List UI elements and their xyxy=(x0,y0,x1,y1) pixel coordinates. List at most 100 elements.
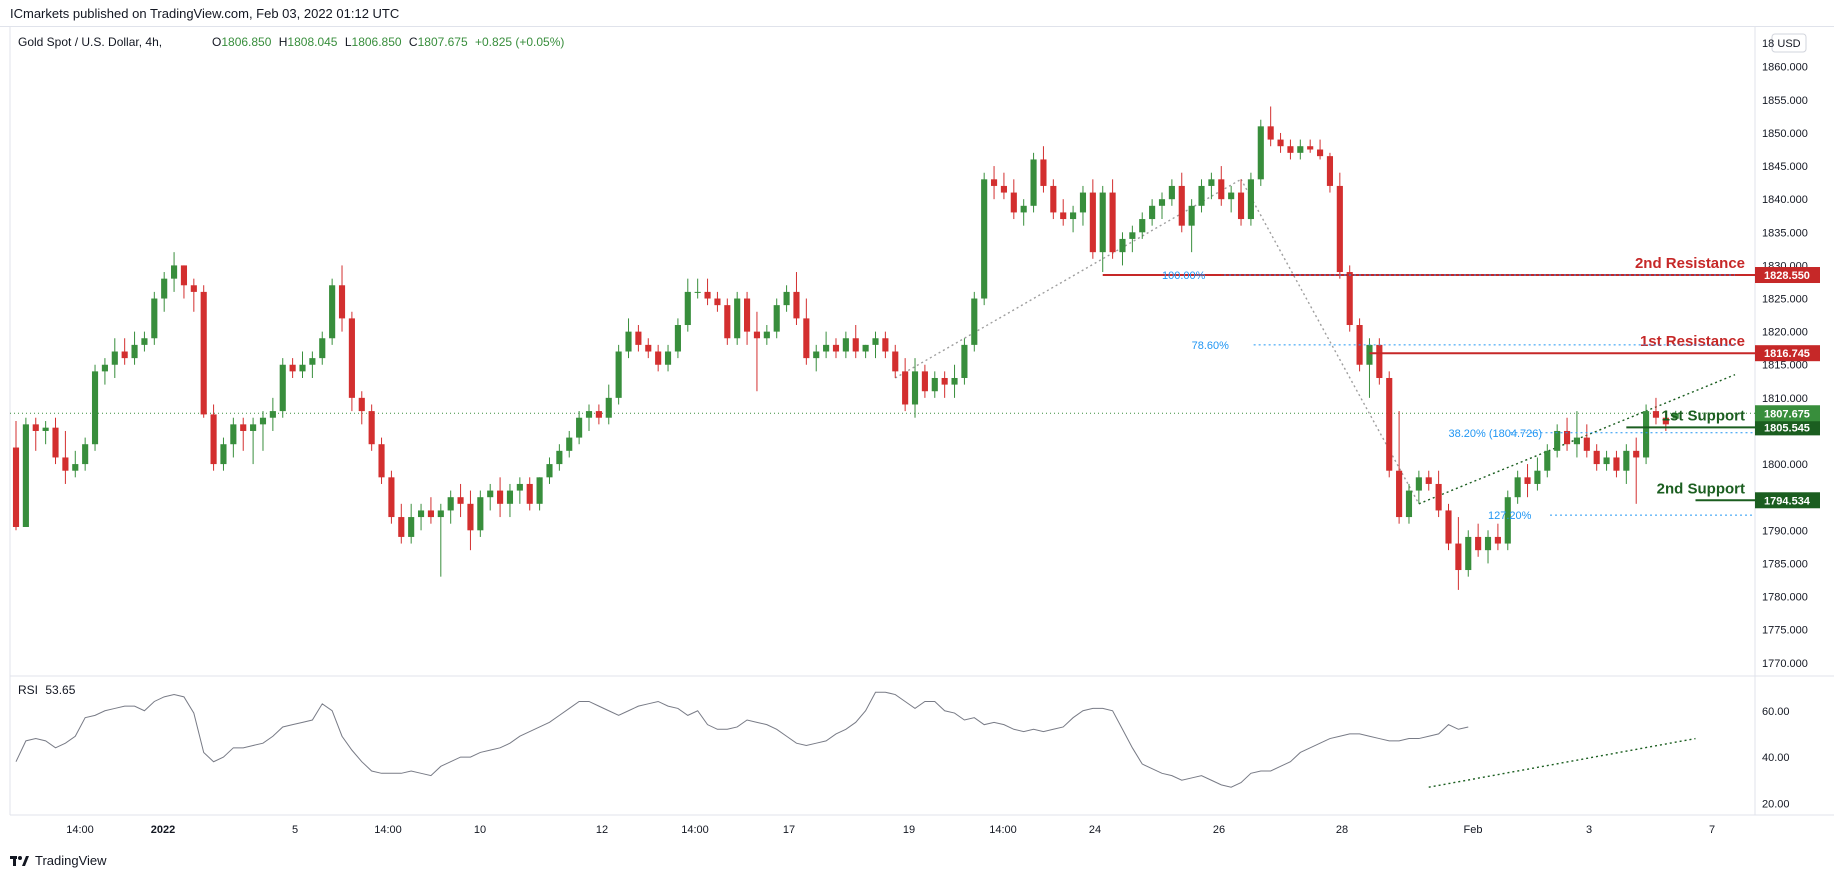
candle-body xyxy=(1267,126,1274,140)
trend-drawings xyxy=(894,178,1736,788)
time-tick-label: 14:00 xyxy=(989,824,1017,836)
candle-body xyxy=(52,427,59,458)
candle-body xyxy=(566,437,573,451)
level-name-label: 1st Support xyxy=(1662,407,1745,424)
last-price-label: 1807.675 xyxy=(1764,408,1810,420)
currency-badge[interactable]: USD xyxy=(1777,38,1800,50)
candle-body xyxy=(457,497,464,504)
candle-body xyxy=(1445,510,1452,544)
candle-body xyxy=(536,477,543,504)
candle-body xyxy=(1455,543,1462,571)
candle-body xyxy=(1079,192,1087,213)
price-axis[interactable]: 18 1860.000 1855.000 1850.000 1845.000 1840.0… xyxy=(1762,38,1808,670)
candle-body xyxy=(12,447,20,527)
candle-body xyxy=(832,344,840,352)
price-tick-label: 1835.000 xyxy=(1762,227,1808,239)
candle-body xyxy=(585,411,593,418)
price-tick-label: 1775.000 xyxy=(1762,625,1808,637)
tradingview-logo[interactable]: TradingView xyxy=(10,853,107,868)
price-tick-label: 18 xyxy=(1762,38,1774,50)
rsi-tick-label: 40.00 xyxy=(1762,752,1790,764)
price-tick-label: 1855.000 xyxy=(1762,95,1808,107)
candle-body xyxy=(931,377,938,392)
candle-body xyxy=(744,298,751,332)
candle-body xyxy=(1050,185,1057,213)
candle-body xyxy=(862,344,869,352)
candle-body xyxy=(190,285,197,292)
candle-body xyxy=(635,331,642,345)
candle-body xyxy=(250,424,257,431)
close-value: 1807.675 xyxy=(418,35,468,49)
candle-body xyxy=(981,179,988,299)
candle-body xyxy=(605,397,612,418)
candle-body xyxy=(1504,497,1511,544)
candle-body xyxy=(1484,536,1492,551)
candle-body xyxy=(902,371,909,405)
candle-body xyxy=(1247,179,1254,220)
candle-body xyxy=(477,497,484,531)
candle-body xyxy=(714,298,721,306)
candle-body xyxy=(1109,192,1116,253)
rsi-trendline xyxy=(1428,737,1696,788)
candle-body xyxy=(398,517,405,537)
candle-body xyxy=(773,305,780,332)
candle-body xyxy=(1307,146,1314,150)
candle-body xyxy=(961,344,968,378)
price-tick-label: 1825.000 xyxy=(1762,294,1808,306)
level-price-badge xyxy=(1755,419,1820,436)
candle-body xyxy=(151,298,158,339)
candle-body xyxy=(516,483,523,491)
rsi-tick-label: 60.00 xyxy=(1762,706,1790,718)
candle-body xyxy=(91,371,99,445)
candle-body xyxy=(625,331,632,352)
rsi-tick-label: 20.00 xyxy=(1762,798,1790,810)
candle-body xyxy=(427,510,434,518)
candle-body xyxy=(230,424,237,445)
candle-body xyxy=(388,477,395,518)
candle-body xyxy=(1514,477,1521,498)
candle-body xyxy=(1554,430,1561,451)
candle-body xyxy=(1060,212,1067,220)
time-tick-label: 28 xyxy=(1336,824,1348,836)
price-tick-label: 1770.000 xyxy=(1762,658,1808,670)
ohlc-legend: O1806.850 H1808.045 L1806.850 C1807.675 … xyxy=(212,35,564,49)
candle-body xyxy=(1524,477,1531,484)
fib-label: 127.20% xyxy=(1488,510,1532,522)
candle-body xyxy=(1208,179,1215,186)
rsi-title: RSI 53.65 xyxy=(18,683,76,697)
candle-body xyxy=(1070,212,1077,220)
candle-body xyxy=(921,371,928,392)
candle-body xyxy=(32,424,39,431)
candle-body xyxy=(595,411,602,418)
candle-body xyxy=(892,351,899,372)
candle-body xyxy=(1099,192,1106,253)
rsi-label: RSI xyxy=(18,683,38,697)
candle-body xyxy=(1405,490,1413,518)
time-tick-label: 7 xyxy=(1709,824,1715,836)
candle-body xyxy=(121,351,128,359)
candle-body xyxy=(1287,146,1294,153)
close-label: C xyxy=(409,35,418,49)
candle-body xyxy=(971,298,978,345)
candle-body xyxy=(1425,477,1432,484)
candle-body xyxy=(1089,192,1096,253)
time-axis[interactable]: 14:00 2022 5 14:00 10 12 14:00 17 19 14:00 24 26 28 F… xyxy=(66,824,1715,836)
candle-body xyxy=(1218,179,1225,200)
time-tick-label: 14:00 xyxy=(681,824,709,836)
candle-body xyxy=(1040,159,1047,186)
candle-body xyxy=(1257,126,1264,180)
candle-body xyxy=(329,285,336,339)
currency-badge-bg[interactable] xyxy=(1771,33,1807,53)
level-price-label: 1816.745 xyxy=(1764,348,1810,360)
candle-body xyxy=(1494,536,1501,544)
time-tick-label: 5 xyxy=(292,824,298,836)
candle-body xyxy=(1573,437,1580,445)
tradingview-text: TradingView xyxy=(35,853,107,868)
candle-body xyxy=(171,265,178,279)
price-tick-label: 1785.000 xyxy=(1762,558,1808,570)
candle-body xyxy=(1563,430,1571,445)
candle-body xyxy=(546,464,553,478)
candle-body xyxy=(1158,199,1166,206)
candle-body xyxy=(319,338,326,359)
